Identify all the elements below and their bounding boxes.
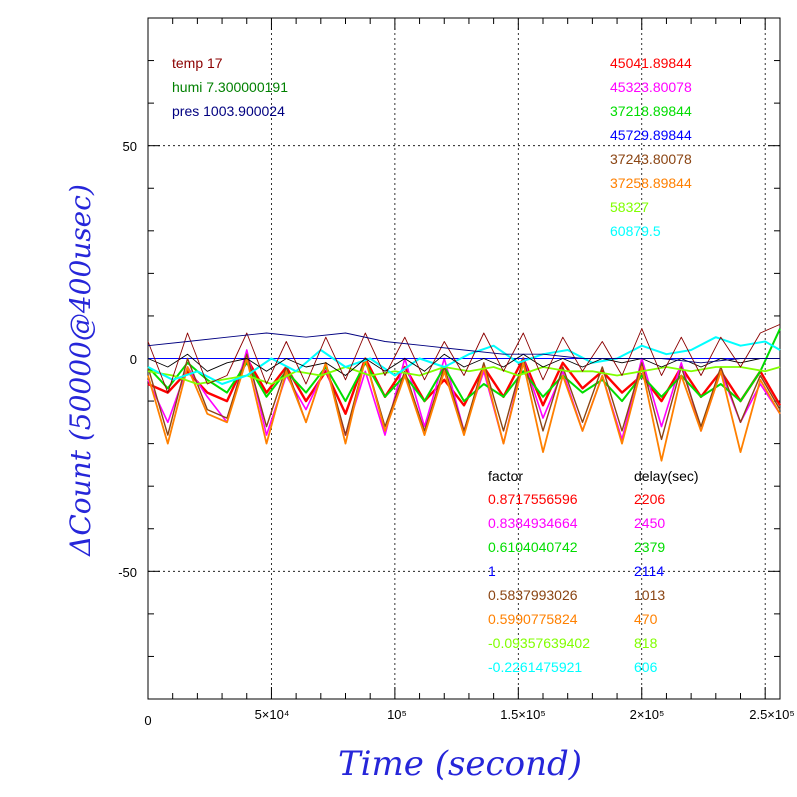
factor-value-5: 0.5990775824 [488,611,578,627]
x-tick-label-0: 0 [144,713,151,728]
env-label-1: humi 7.300000191 [172,79,288,95]
y-tick-label-0: 50 [123,139,137,154]
delay-value-2: 2379 [634,539,665,555]
y-tick-label-2: -50 [118,565,137,580]
factor-value-1: 0.8384934664 [488,515,578,531]
delay-value-1: 2450 [634,515,665,531]
series-lines [147,323,782,462]
series-value-7: 60879.5 [610,223,661,239]
delay-header: delay(sec) [634,468,699,484]
x-axis-title: Time (second) [338,744,582,784]
environment-labels: temp 17 humi 7.300000191 pres 1003.900024 [172,55,288,119]
series-line-2 [147,328,781,403]
series-value-1: 45323.80078 [610,79,692,95]
x-tick-label-3: 1.5×10⁵ [500,707,546,722]
series-value-0: 45041.89844 [610,55,692,71]
series-values-legend: 45041.89844 45323.80078 37218.89844 45729.8… [610,55,692,239]
series-value-5: 37258.89844 [610,175,692,191]
factor-delay-table: 0.8717556596 2206 0.8384934664 2450 0.610404… [488,491,665,675]
series-line-5 [147,357,781,462]
x-tick-label-2: 10⁵ [387,707,407,722]
env-label-2: pres 1003.900024 [172,103,285,119]
delay-value-0: 2206 [634,491,665,507]
delay-value-6: 818 [634,635,658,651]
series-line-8 [147,353,780,376]
x-tick-label-4: 2×10⁵ [630,707,665,722]
factor-value-4: 0.5837993026 [488,587,578,603]
series-value-4: 37243.80078 [610,151,692,167]
delay-value-3: 2114 [634,563,664,579]
delay-value-7: 606 [634,659,658,675]
series-value-6: 58327 [610,199,649,215]
y-tick-label-1: 0 [130,352,137,367]
series-value-2: 37218.89844 [610,103,692,119]
factor-value-7: -0.2261475921 [488,659,582,675]
factor-header: factor [488,468,523,484]
delay-value-4: 1013 [634,587,665,603]
series-line-6 [147,366,781,385]
x-tick-label-5: 2.5×10⁵ [749,707,795,722]
factor-value-2: 0.6104040742 [488,539,578,555]
series-line-9 [147,323,781,394]
delay-value-5: 470 [634,611,658,627]
y-axis-title: ΔCount (50000@400usec) [64,184,97,557]
factor-value-0: 0.8717556596 [488,491,578,507]
x-tick-label-1: 5×10⁴ [255,707,290,722]
factor-value-6: -0.09357639402 [488,635,590,651]
env-label-0: temp 17 [172,55,223,71]
series-line-7 [147,336,781,385]
series-value-3: 45729.89844 [610,127,692,143]
factor-value-3: 1 [488,563,496,579]
series-line-10 [147,332,780,364]
